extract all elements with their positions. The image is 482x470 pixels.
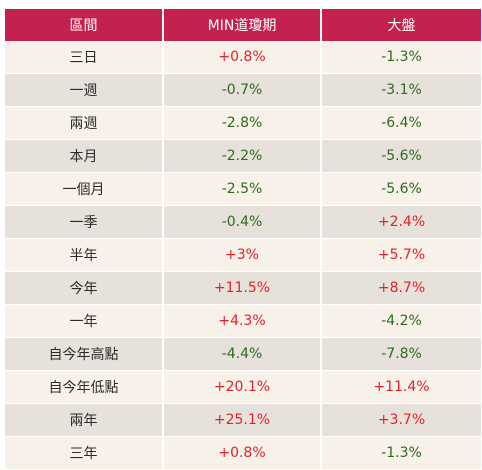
table-row: 三年 +0.8% -1.3% <box>5 436 481 470</box>
performance-table-container: 區間 MIN道瓊期 大盤 三日 +0.8% -1.3% 一週 -0.7% -3.… <box>5 9 481 470</box>
cell-period: 自今年低點 <box>5 370 164 404</box>
cell-market-change: -5.6% <box>321 139 481 173</box>
cell-market-change: -3.1% <box>321 73 481 107</box>
cell-min-change: +4.3% <box>163 304 322 338</box>
table-row: 一個月 -2.5% -5.6% <box>5 172 481 206</box>
table-row: 本月 -2.2% -5.6% <box>5 139 481 173</box>
cell-min-change: +25.1% <box>163 403 322 437</box>
cell-period: 兩週 <box>5 106 164 140</box>
table-header-row: 區間 MIN道瓊期 大盤 <box>5 9 481 41</box>
cell-period: 自今年高點 <box>5 337 164 371</box>
cell-market-change: -5.6% <box>321 172 481 206</box>
table-row: 自今年低點 +20.1% +11.4% <box>5 370 481 404</box>
cell-period: 三日 <box>5 41 164 74</box>
cell-market-change: -1.3% <box>321 436 481 470</box>
cell-min-change: -2.5% <box>163 172 322 206</box>
table-row: 一季 -0.4% +2.4% <box>5 205 481 239</box>
cell-period: 一週 <box>5 73 164 107</box>
table-row: 一週 -0.7% -3.1% <box>5 73 481 107</box>
cell-market-change: -6.4% <box>321 106 481 140</box>
table-row: 兩週 -2.8% -6.4% <box>5 106 481 140</box>
cell-market-change: -4.2% <box>321 304 481 338</box>
table-row: 一年 +4.3% -4.2% <box>5 304 481 338</box>
cell-min-change: +0.8% <box>163 41 322 74</box>
performance-table: 區間 MIN道瓊期 大盤 三日 +0.8% -1.3% 一週 -0.7% -3.… <box>5 9 481 470</box>
cell-market-change: +3.7% <box>321 403 481 437</box>
header-period: 區間 <box>5 9 164 41</box>
cell-min-change: -4.4% <box>163 337 322 371</box>
cell-market-change: -1.3% <box>321 41 481 74</box>
cell-period: 一季 <box>5 205 164 239</box>
cell-period: 一個月 <box>5 172 164 206</box>
header-min-dow-futures: MIN道瓊期 <box>163 9 322 41</box>
cell-min-change: -0.7% <box>163 73 322 107</box>
table-row: 三日 +0.8% -1.3% <box>5 41 481 74</box>
cell-market-change: +2.4% <box>321 205 481 239</box>
cell-period: 三年 <box>5 436 164 470</box>
table-row: 自今年高點 -4.4% -7.8% <box>5 337 481 371</box>
table-row: 半年 +3% +5.7% <box>5 238 481 272</box>
cell-min-change: +3% <box>163 238 322 272</box>
table-row: 今年 +11.5% +8.7% <box>5 271 481 305</box>
cell-min-change: -2.8% <box>163 106 322 140</box>
cell-period: 兩年 <box>5 403 164 437</box>
cell-market-change: -7.8% <box>321 337 481 371</box>
cell-market-change: +5.7% <box>321 238 481 272</box>
cell-min-change: +11.5% <box>163 271 322 305</box>
cell-period: 今年 <box>5 271 164 305</box>
cell-market-change: +8.7% <box>321 271 481 305</box>
cell-market-change: +11.4% <box>321 370 481 404</box>
cell-min-change: +0.8% <box>163 436 322 470</box>
header-market: 大盤 <box>321 9 481 41</box>
cell-min-change: -0.4% <box>163 205 322 239</box>
cell-period: 本月 <box>5 139 164 173</box>
cell-min-change: -2.2% <box>163 139 322 173</box>
cell-period: 一年 <box>5 304 164 338</box>
table-row: 兩年 +25.1% +3.7% <box>5 403 481 437</box>
cell-min-change: +20.1% <box>163 370 322 404</box>
cell-period: 半年 <box>5 238 164 272</box>
